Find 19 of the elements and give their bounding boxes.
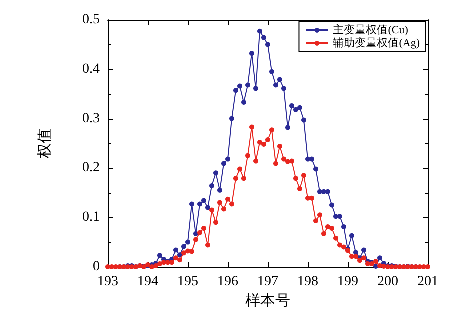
x-tick-label: 198 <box>298 274 318 290</box>
x-tick-label: 193 <box>98 274 118 290</box>
x-tick-label: 201 <box>418 274 438 290</box>
legend-label: 主变量权值(Cu) <box>333 24 409 36</box>
x-tick-label: 194 <box>138 274 158 290</box>
x-tick-label: 199 <box>338 274 358 290</box>
x-tick-label: 197 <box>258 274 278 290</box>
x-tick-label: 196 <box>218 274 238 290</box>
y-tick-label: 0.4 <box>82 62 100 77</box>
x-axis-title: 样本号 <box>246 292 290 310</box>
legend-label: 辅助变量权值(Ag) <box>333 36 420 50</box>
y-axis-title: 权值 <box>36 128 54 160</box>
x-tick-label: 195 <box>178 274 198 290</box>
y-tick-label: 0.2 <box>82 160 100 176</box>
y-tick-label: 0 <box>93 260 100 274</box>
x-tick-label: 200 <box>378 274 398 290</box>
y-tick-label: 0.5 <box>82 12 100 28</box>
y-tick-label: 0.1 <box>82 210 100 226</box>
y-tick-label: 0.3 <box>82 111 100 126</box>
